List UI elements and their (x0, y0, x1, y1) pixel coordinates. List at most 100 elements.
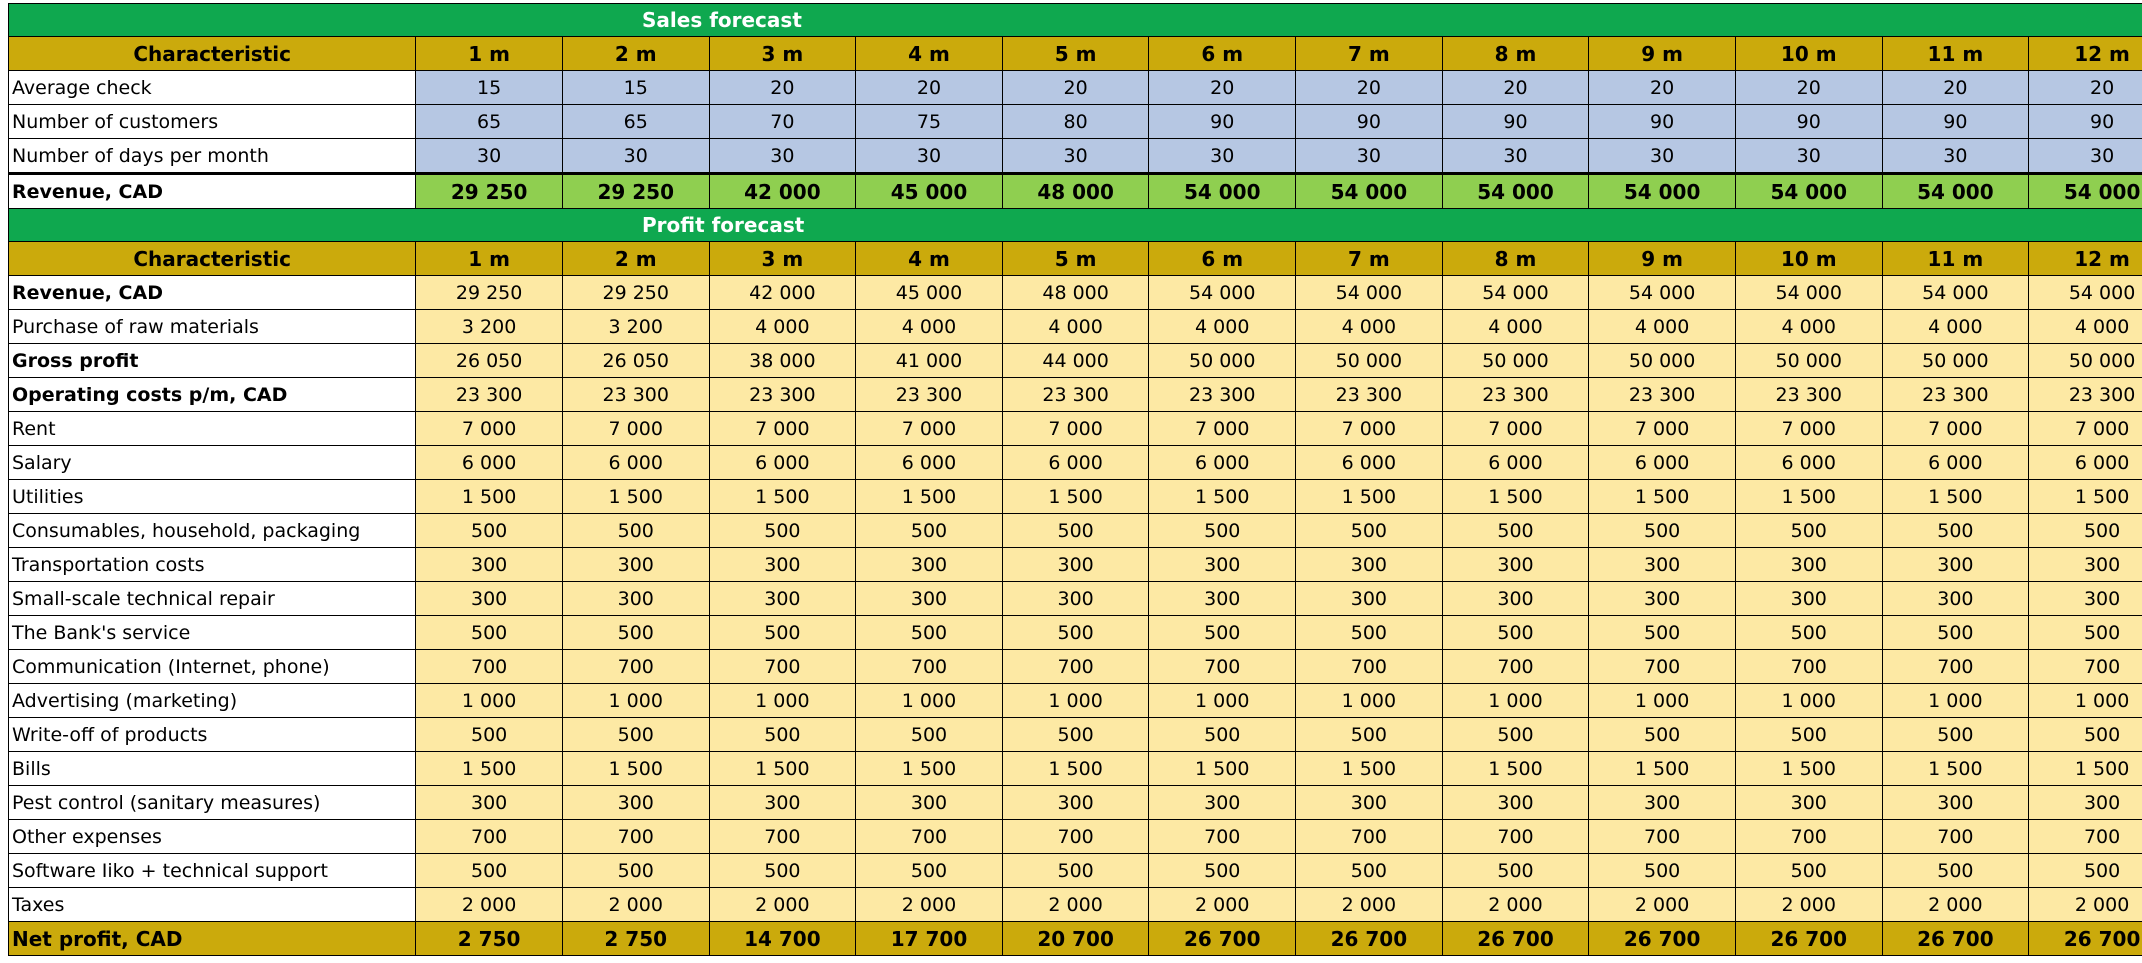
cell-communication-internet-phone-m9[interactable]: 700 (1588, 649, 1736, 684)
cell-transportation-costs-m4[interactable]: 300 (855, 547, 1003, 582)
cell-number-of-customers-m9[interactable]: 90 (1588, 104, 1736, 139)
cell-other-expenses-m10[interactable]: 700 (1734, 819, 1883, 854)
cell-salary-m2[interactable]: 6 000 (561, 445, 710, 480)
cell-communication-internet-phone-m2[interactable]: 700 (561, 649, 710, 684)
cell-salary-m12[interactable]: 6 000 (2028, 445, 2142, 480)
cell-pest-control-sanitary-measures-m4[interactable]: 300 (855, 785, 1003, 820)
cell-purchase-of-raw-materials-m5[interactable]: 4 000 (1001, 309, 1150, 344)
cell-consumables-household-packaging-m4[interactable]: 500 (855, 513, 1003, 548)
cell-revenue-cad-m5[interactable]: 48 000 (1001, 275, 1150, 310)
cell-revenue-cad-m11[interactable]: 54 000 (1881, 172, 2030, 209)
cell-advertising-marketing-m8[interactable]: 1 000 (1441, 683, 1590, 718)
cell-net-profit-cad-m2[interactable]: 2 750 (561, 921, 710, 956)
cell-number-of-customers-m7[interactable]: 90 (1295, 104, 1443, 139)
cell-average-check-m4[interactable]: 20 (855, 70, 1003, 105)
cell-net-profit-cad-m10[interactable]: 26 700 (1734, 921, 1883, 956)
row-label-number-of-customers[interactable]: Number of customers (8, 104, 417, 139)
cell-other-expenses-m11[interactable]: 700 (1881, 819, 2030, 854)
cell-rent-m3[interactable]: 7 000 (708, 411, 857, 446)
cell-gross-profit-m2[interactable]: 26 050 (561, 343, 710, 378)
cell-rent-m9[interactable]: 7 000 (1588, 411, 1736, 446)
cell-consumables-household-packaging-m6[interactable]: 500 (1148, 513, 1297, 548)
cell-purchase-of-raw-materials-m7[interactable]: 4 000 (1295, 309, 1443, 344)
cell-software-iiko-technical-support-m4[interactable]: 500 (855, 853, 1003, 888)
cell-revenue-cad-m7[interactable]: 54 000 (1295, 275, 1443, 310)
cell-bills-m8[interactable]: 1 500 (1441, 751, 1590, 786)
row-label-utilities[interactable]: Utilities (8, 479, 417, 514)
cell-taxes-m1[interactable]: 2 000 (415, 887, 563, 922)
cell-transportation-costs-m9[interactable]: 300 (1588, 547, 1736, 582)
cell-pest-control-sanitary-measures-m11[interactable]: 300 (1881, 785, 2030, 820)
cell-software-iiko-technical-support-m8[interactable]: 500 (1441, 853, 1590, 888)
cell-consumables-household-packaging-m7[interactable]: 500 (1295, 513, 1443, 548)
cell-bills-m1[interactable]: 1 500 (415, 751, 563, 786)
cell-gross-profit-m10[interactable]: 50 000 (1734, 343, 1883, 378)
cell-rent-m2[interactable]: 7 000 (561, 411, 710, 446)
cell-number-of-customers-m10[interactable]: 90 (1734, 104, 1883, 139)
cell-purchase-of-raw-materials-m12[interactable]: 4 000 (2028, 309, 2142, 344)
cell-other-expenses-m3[interactable]: 700 (708, 819, 857, 854)
cell-advertising-marketing-m5[interactable]: 1 000 (1001, 683, 1150, 718)
cell-pest-control-sanitary-measures-m8[interactable]: 300 (1441, 785, 1590, 820)
cell-other-expenses-m6[interactable]: 700 (1148, 819, 1297, 854)
cell-revenue-cad-m10[interactable]: 54 000 (1734, 172, 1883, 209)
cell-consumables-household-packaging-m3[interactable]: 500 (708, 513, 857, 548)
cell-number-of-days-per-month-m11[interactable]: 30 (1881, 138, 2030, 174)
cell-taxes-m9[interactable]: 2 000 (1588, 887, 1736, 922)
row-label-small-scale-technical-repair[interactable]: Small-scale technical repair (8, 581, 417, 616)
cell-revenue-cad-m12[interactable]: 54 000 (2028, 172, 2142, 209)
cell-communication-internet-phone-m1[interactable]: 700 (415, 649, 563, 684)
cell-software-iiko-technical-support-m11[interactable]: 500 (1881, 853, 2030, 888)
cell-salary-m6[interactable]: 6 000 (1148, 445, 1297, 480)
cell-consumables-household-packaging-m1[interactable]: 500 (415, 513, 563, 548)
cell-communication-internet-phone-m4[interactable]: 700 (855, 649, 1003, 684)
cell-operating-costs-p-m-cad-m8[interactable]: 23 300 (1441, 377, 1590, 412)
cell-software-iiko-technical-support-m10[interactable]: 500 (1734, 853, 1883, 888)
cell-small-scale-technical-repair-m12[interactable]: 300 (2028, 581, 2142, 616)
cell-average-check-m6[interactable]: 20 (1148, 70, 1297, 105)
cell-software-iiko-technical-support-m12[interactable]: 500 (2028, 853, 2142, 888)
cell-average-check-m1[interactable]: 15 (415, 70, 563, 105)
row-label-transportation-costs[interactable]: Transportation costs (8, 547, 417, 582)
cell-communication-internet-phone-m10[interactable]: 700 (1734, 649, 1883, 684)
cell-gross-profit-m1[interactable]: 26 050 (415, 343, 563, 378)
cell-transportation-costs-m3[interactable]: 300 (708, 547, 857, 582)
cell-write-off-of-products-m8[interactable]: 500 (1441, 717, 1590, 752)
cell-number-of-days-per-month-m10[interactable]: 30 (1734, 138, 1883, 174)
cell-number-of-days-per-month-m7[interactable]: 30 (1295, 138, 1443, 174)
cell-small-scale-technical-repair-m6[interactable]: 300 (1148, 581, 1297, 616)
cell-average-check-m11[interactable]: 20 (1881, 70, 2030, 105)
cell-revenue-cad-m10[interactable]: 54 000 (1734, 275, 1883, 310)
cell-net-profit-cad-m9[interactable]: 26 700 (1588, 921, 1736, 956)
cell-revenue-cad-m8[interactable]: 54 000 (1441, 275, 1590, 310)
cell-pest-control-sanitary-measures-m6[interactable]: 300 (1148, 785, 1297, 820)
cell-advertising-marketing-m11[interactable]: 1 000 (1881, 683, 2030, 718)
cell-software-iiko-technical-support-m3[interactable]: 500 (708, 853, 857, 888)
cell-consumables-household-packaging-m12[interactable]: 500 (2028, 513, 2142, 548)
cell-gross-profit-m7[interactable]: 50 000 (1295, 343, 1443, 378)
row-label-gross-profit[interactable]: Gross profit (8, 343, 417, 378)
cell-number-of-days-per-month-m12[interactable]: 30 (2028, 138, 2142, 174)
cell-pest-control-sanitary-measures-m9[interactable]: 300 (1588, 785, 1736, 820)
cell-rent-m12[interactable]: 7 000 (2028, 411, 2142, 446)
cell-software-iiko-technical-support-m2[interactable]: 500 (561, 853, 710, 888)
cell-communication-internet-phone-m5[interactable]: 700 (1001, 649, 1150, 684)
cell-other-expenses-m2[interactable]: 700 (561, 819, 710, 854)
cell-the-bank-s-service-m9[interactable]: 500 (1588, 615, 1736, 650)
cell-pest-control-sanitary-measures-m12[interactable]: 300 (2028, 785, 2142, 820)
cell-utilities-m7[interactable]: 1 500 (1295, 479, 1443, 514)
cell-transportation-costs-m5[interactable]: 300 (1001, 547, 1150, 582)
cell-write-off-of-products-m4[interactable]: 500 (855, 717, 1003, 752)
cell-average-check-m10[interactable]: 20 (1734, 70, 1883, 105)
cell-net-profit-cad-m3[interactable]: 14 700 (708, 921, 857, 956)
cell-communication-internet-phone-m11[interactable]: 700 (1881, 649, 2030, 684)
cell-purchase-of-raw-materials-m10[interactable]: 4 000 (1734, 309, 1883, 344)
cell-utilities-m5[interactable]: 1 500 (1001, 479, 1150, 514)
cell-rent-m7[interactable]: 7 000 (1295, 411, 1443, 446)
cell-write-off-of-products-m1[interactable]: 500 (415, 717, 563, 752)
cell-consumables-household-packaging-m5[interactable]: 500 (1001, 513, 1150, 548)
cell-the-bank-s-service-m5[interactable]: 500 (1001, 615, 1150, 650)
cell-revenue-cad-m9[interactable]: 54 000 (1588, 172, 1736, 209)
cell-average-check-m8[interactable]: 20 (1441, 70, 1590, 105)
cell-purchase-of-raw-materials-m6[interactable]: 4 000 (1148, 309, 1297, 344)
